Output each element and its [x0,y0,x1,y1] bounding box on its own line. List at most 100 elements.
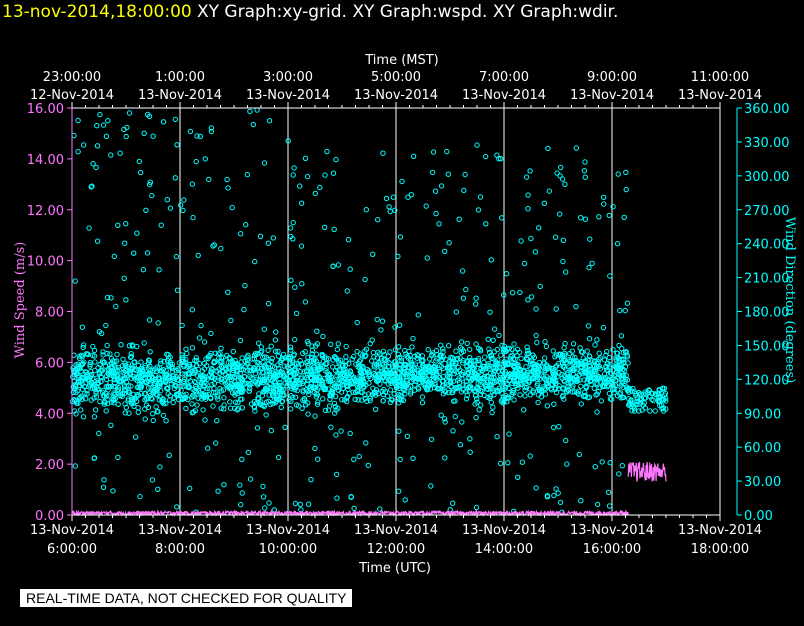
wind-direction-point [561,379,568,385]
wind-direction-point [569,366,575,372]
wind-direction-point [362,392,368,398]
wind-direction-point [206,176,212,183]
bottom-tick-label-time: 8:00:00 [155,542,205,557]
wind-direction-point [224,176,230,183]
wind-direction-point [477,194,484,200]
wind-direction-point [303,359,309,366]
wind-direction-point [605,489,612,495]
wind-direction-point [410,455,416,461]
wind-direction-point [172,382,178,388]
wind-direction-point [332,404,339,410]
wind-direction-point [276,365,282,371]
wind-direction-point [174,287,181,293]
wind-direction-point [576,391,582,397]
wind-direction-point [124,374,130,380]
wind-direction-point [597,366,603,372]
wind-direction-point [290,172,296,178]
tick-labels: 23:00:00 12-Nov-2014 1:00:00 13-Nov-2014 3:0… [27,70,790,557]
wind-direction-point [172,175,179,181]
wind-direction-point [312,190,318,197]
left-tick-label: 6.00 [35,356,64,371]
wind-direction-point [234,368,240,375]
left-axis-title: Wind Speed (m/s) [13,242,28,359]
wind-direction-point [215,375,222,381]
wind-direction-point [321,224,328,231]
wind-direction-point [313,358,319,364]
wind-direction-point [317,184,323,191]
wind-direction-point [240,387,246,393]
wind-direction-point [314,341,320,347]
wind-direction-point [497,460,504,467]
wind-direction-point [577,345,583,351]
wind-direction-point [460,369,466,375]
wind-direction-point [164,357,171,364]
wind-direction-point [580,355,586,361]
wind-direction-point [523,356,530,362]
wind-direction-point [460,348,467,354]
wind-direction-point [72,278,78,284]
wind-direction-point [379,318,386,324]
wind-direction-point [154,392,160,398]
wind-direction-point [542,355,548,361]
wind-direction-point [92,359,98,365]
wind-direction-point [210,403,216,409]
wind-direction-point [472,401,478,407]
wind-direction-point [292,394,299,400]
wind-direction-point [375,217,381,223]
wind-direction-point [270,235,276,241]
wind-direction-point [606,376,612,382]
wind-direction-point [100,484,107,490]
wind-direction-point [451,398,457,404]
wind-direction-point [601,357,608,363]
wind-direction-point [87,361,93,368]
wind-direction-point [135,409,142,415]
right-tick-label: 60.00 [744,441,781,456]
wind-direction-point [397,234,404,240]
wind-direction-point [122,368,128,374]
wind-direction-point [234,370,240,376]
wind-direction-point [132,359,138,365]
wind-direction-point [415,312,421,318]
wind-direction-point [192,357,198,364]
wind-direction-point [91,414,98,420]
wind-direction-point [359,389,365,395]
wind-direction-point [453,309,460,315]
wind-direction-point [523,174,530,180]
bottom-tick-label-time: 6:00:00 [47,542,97,557]
wind-direction-point [351,353,357,360]
wind-direction-point [506,431,512,437]
wind-direction-point [217,350,223,356]
wind-direction-point [424,363,430,370]
wind-direction-point [166,397,173,403]
wind-direction-point [536,387,543,393]
wind-direction-point [287,344,294,350]
wind-direction-point [594,501,601,508]
wind-direction-point [387,387,394,393]
wind-direction-point [338,428,344,434]
wind-direction-point [485,373,491,379]
wind-direction-point [160,396,166,402]
wind-direction-point [193,379,199,386]
wind-direction-point [386,204,392,210]
wind-direction-point [108,422,114,428]
wind-direction-point [385,381,391,387]
wind-direction-point [655,395,662,401]
wind-direction-point [428,361,434,367]
wind-direction-point [177,383,183,389]
wind-direction-point [333,432,339,438]
wind-direction-point [434,356,440,362]
wind-direction-point [377,506,383,512]
wind-direction-point [288,233,294,240]
wind-direction-point [80,414,87,420]
wind-direction-point [174,504,180,510]
wind-direction-point [363,207,369,213]
wind-direction-point [121,390,128,396]
wind-direction-point [239,490,245,496]
wind-direction-point [624,384,630,390]
wind-direction-point [438,363,445,370]
wind-direction-point [208,128,215,135]
wind-direction-point [617,390,624,396]
wind-direction-point [229,204,235,211]
wind-direction-point [517,392,523,398]
wind-direction-point [221,406,227,412]
